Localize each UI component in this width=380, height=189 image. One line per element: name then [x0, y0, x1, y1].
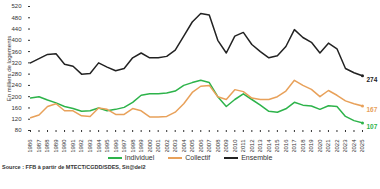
svg-text:2006: 2006 — [198, 139, 204, 152]
svg-text:En milliers de logements: En milliers de logements — [6, 36, 12, 101]
svg-text:160: 160 — [11, 105, 22, 111]
svg-text:2024: 2024 — [351, 139, 357, 152]
svg-text:120: 120 — [11, 116, 22, 122]
svg-text:2013: 2013 — [257, 139, 263, 152]
svg-text:2022: 2022 — [334, 139, 340, 152]
html-text:Collectif: Collectif — [185, 154, 211, 161]
svg-text:2008: 2008 — [215, 139, 221, 152]
svg-text:1994: 1994 — [96, 139, 102, 152]
svg-text:1987: 1987 — [36, 139, 42, 152]
svg-text:2003: 2003 — [172, 139, 178, 152]
svg-text:2020: 2020 — [317, 139, 323, 152]
html-text:Ensemble: Ensemble — [241, 154, 273, 161]
svg-text:2004: 2004 — [181, 139, 187, 152]
svg-text:2002: 2002 — [164, 139, 170, 152]
svg-text:80: 80 — [15, 127, 22, 133]
svg-text:360: 360 — [11, 49, 22, 55]
svg-text:400: 400 — [11, 37, 22, 43]
svg-text:1991: 1991 — [70, 139, 76, 152]
svg-text:2016: 2016 — [283, 139, 289, 152]
svg-text:2009: 2009 — [223, 139, 229, 152]
svg-text:1999: 1999 — [138, 139, 144, 152]
svg-text:240: 240 — [11, 82, 22, 88]
svg-text:2014: 2014 — [266, 139, 272, 152]
svg-text:2018: 2018 — [300, 139, 306, 152]
svg-text:2010: 2010 — [232, 139, 238, 152]
svg-text:1996: 1996 — [113, 139, 119, 152]
html-text:Source : FFB à partir de MTECT: Source : FFB à partir de MTECT/CGDD/SDES… — [2, 164, 146, 170]
svg-text:2005: 2005 — [189, 139, 195, 152]
svg-text:2015: 2015 — [274, 139, 280, 152]
svg-text:320: 320 — [11, 60, 22, 66]
html-text:Individuel: Individuel — [124, 154, 155, 161]
svg-text:440: 440 — [11, 26, 22, 32]
svg-text:2001: 2001 — [155, 139, 161, 152]
svg-text:1993: 1993 — [87, 139, 93, 152]
svg-text:2019: 2019 — [308, 139, 314, 152]
svg-text:2011: 2011 — [240, 139, 246, 152]
svg-text:2000: 2000 — [147, 139, 153, 152]
svg-text:1986: 1986 — [27, 139, 33, 152]
svg-text:2023: 2023 — [342, 139, 348, 152]
svg-text:1992: 1992 — [78, 139, 84, 152]
svg-text:2012: 2012 — [249, 139, 255, 152]
svg-text:480: 480 — [11, 15, 22, 21]
svg-text:274: 274 — [367, 76, 378, 83]
svg-text:2025: 2025 — [359, 139, 365, 152]
svg-text:1997: 1997 — [121, 139, 127, 152]
svg-text:107: 107 — [367, 123, 378, 130]
svg-text:2017: 2017 — [291, 139, 297, 152]
svg-text:280: 280 — [11, 71, 22, 77]
svg-text:1998: 1998 — [130, 139, 136, 152]
svg-text:1990: 1990 — [61, 139, 67, 152]
svg-text:200: 200 — [11, 94, 22, 100]
svg-text:1988: 1988 — [44, 139, 50, 152]
svg-text:520: 520 — [11, 3, 22, 9]
svg-text:2021: 2021 — [325, 139, 331, 152]
svg-text:167: 167 — [367, 106, 378, 113]
svg-text:1995: 1995 — [104, 139, 110, 152]
svg-text:1989: 1989 — [53, 139, 59, 152]
svg-text:2007: 2007 — [206, 139, 212, 152]
